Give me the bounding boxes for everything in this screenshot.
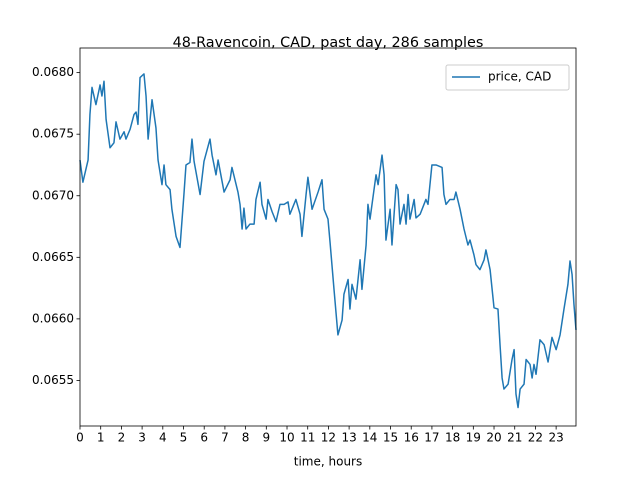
x-tick-label: 0 [76, 431, 84, 445]
line-series [79, 73, 577, 409]
x-tick-label: 1 [97, 431, 105, 445]
x-tick-label: 12 [321, 431, 336, 445]
x-axis-label: time, hours [294, 455, 362, 469]
x-tick-label: 7 [221, 431, 229, 445]
x-tick-label: 6 [200, 431, 208, 445]
x-tick-label: 22 [528, 431, 543, 445]
x-tick-label: 4 [159, 431, 167, 445]
y-tick-label: 0.0660 [32, 311, 74, 325]
x-tick-label: 11 [300, 431, 315, 445]
chart-title: 48-Ravencoin, CAD, past day, 286 samples [173, 35, 484, 51]
y-tick-label: 0.0655 [32, 373, 74, 387]
x-tick-label: 19 [466, 431, 481, 445]
y-tick-label: 0.0680 [32, 65, 74, 79]
y-tick-label: 0.0670 [32, 188, 74, 202]
x-tick-label: 14 [362, 431, 377, 445]
x-tick-label: 5 [180, 431, 188, 445]
x-tick-label: 3 [138, 431, 146, 445]
x-tick-label: 23 [548, 431, 563, 445]
x-tick-label: 9 [262, 431, 270, 445]
x-tick-label: 15 [383, 431, 398, 445]
x-tick-label: 21 [507, 431, 522, 445]
y-tick-label: 0.0665 [32, 250, 74, 264]
x-tick-label: 2 [118, 431, 126, 445]
x-tick-label: 16 [404, 431, 419, 445]
x-tick-label: 10 [279, 431, 294, 445]
x-tick-label: 18 [445, 431, 460, 445]
x-tick-label: 8 [242, 431, 250, 445]
y-tick-label: 0.0675 [32, 127, 74, 141]
legend-box [445, 64, 570, 91]
x-tick-label: 20 [486, 431, 501, 445]
axes-frame [79, 47, 577, 427]
x-tick-label: 13 [341, 431, 356, 445]
x-tick-label: 17 [424, 431, 439, 445]
legend-label: price, CAD [488, 70, 551, 84]
